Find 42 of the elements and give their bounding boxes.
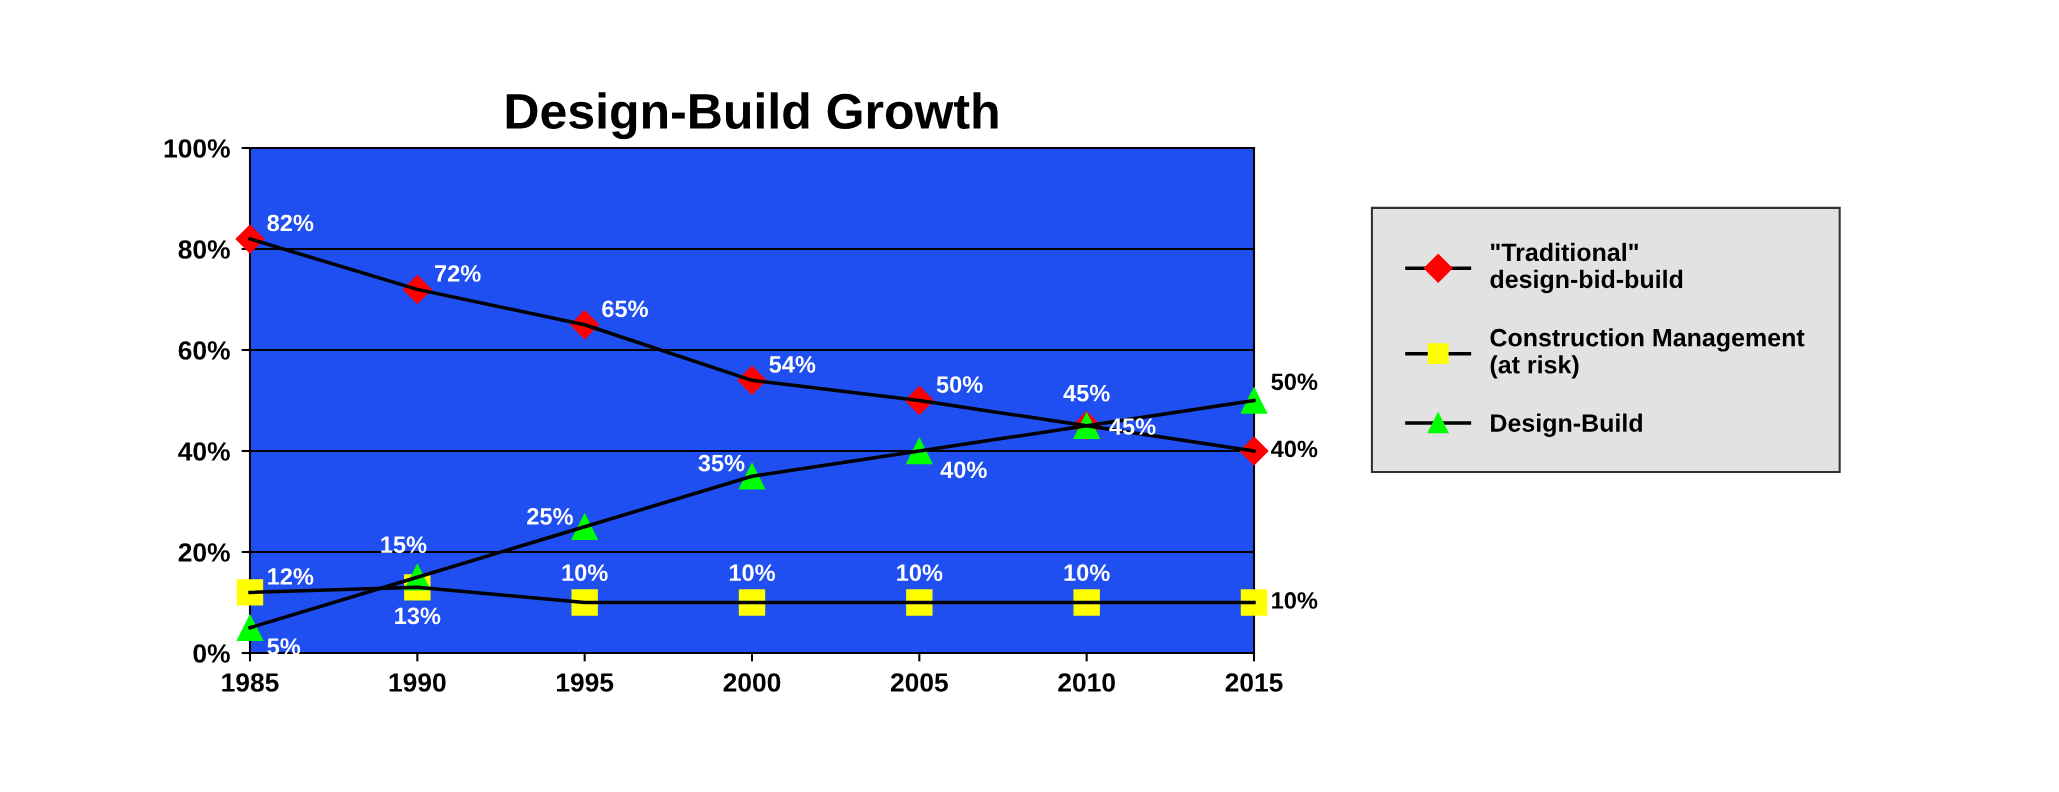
legend-label: Construction Management (at risk) [1490, 328, 1805, 379]
data-label: 10% [729, 564, 776, 582]
x-tick-label: 2010 [1058, 673, 1115, 692]
data-label: 13% [395, 607, 441, 625]
data-label: 10% [1064, 564, 1110, 582]
data-label: 40% [940, 461, 987, 479]
x-tick-label: 1990 [389, 673, 446, 692]
x-tick-label: 2000 [723, 673, 781, 692]
y-tick-label: 40% [178, 442, 230, 461]
y-tick-label: 0% [193, 644, 230, 663]
legend-label: "Traditional" design-bid-build [1490, 242, 1683, 294]
data-label: 25% [527, 508, 573, 525]
y-tick-label: 20% [178, 543, 230, 562]
x-tick-label: 1985 [222, 673, 279, 692]
point [236, 579, 264, 606]
y-tick-label: 80% [178, 240, 230, 259]
point [236, 614, 264, 641]
data-label: 10% [1272, 592, 1318, 609]
data-label: 72% [435, 265, 481, 282]
data-label: 50% [1271, 373, 1318, 391]
data-label: 50% [936, 376, 983, 393]
data-label: 10% [562, 564, 608, 582]
data-label: 15% [381, 536, 427, 554]
y-tick-label: 60% [178, 341, 230, 360]
data-label: 45% [1063, 384, 1110, 402]
y-tick-label: 100% [164, 139, 230, 158]
x-tick-label: 2015 [1225, 673, 1283, 692]
x-tick-label: 1995 [556, 673, 614, 692]
legend-label: Design-Build [1491, 413, 1642, 437]
point [1240, 387, 1268, 414]
data-label: 45% [1109, 418, 1156, 435]
data-label: 65% [602, 300, 648, 318]
point [1240, 589, 1268, 616]
data-label: 54% [769, 356, 816, 373]
data-label: 82% [267, 214, 314, 232]
data-label: 35% [698, 454, 745, 472]
chart-title: Design-Build Growth [506, 92, 998, 140]
data-label: 40% [1271, 440, 1318, 458]
data-label: 12% [268, 568, 314, 585]
data-label: 10% [897, 564, 943, 582]
data-label: 5% [267, 638, 301, 655]
x-tick-label: 2005 [890, 673, 948, 692]
